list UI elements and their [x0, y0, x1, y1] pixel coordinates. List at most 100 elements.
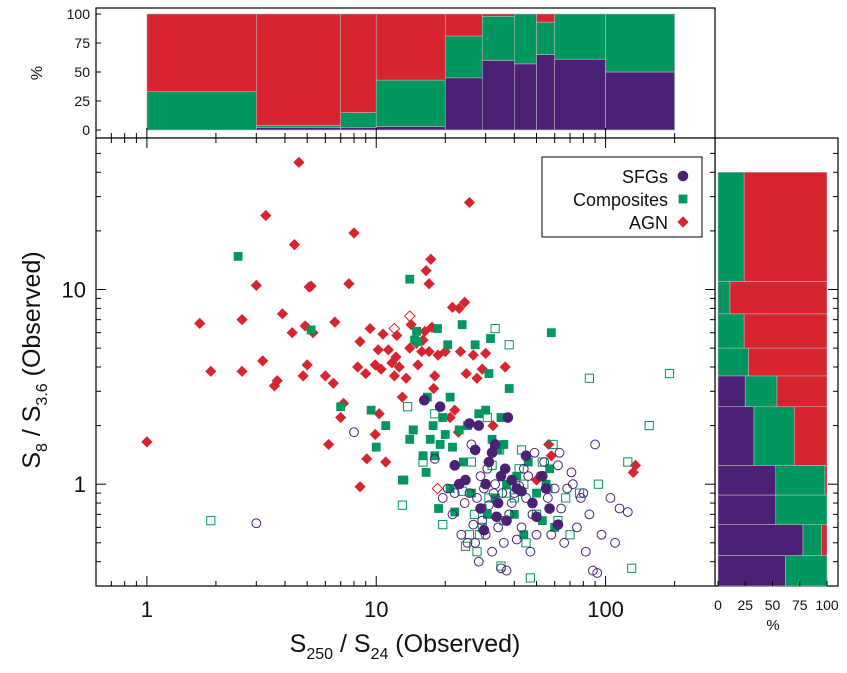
sfgs-point: [470, 537, 481, 548]
agn-point: [459, 296, 471, 308]
right-hist-bar-5-agn: [776, 375, 828, 408]
agn-point: [412, 359, 424, 371]
agn-point: [453, 302, 465, 314]
sfgs-point: [511, 534, 522, 545]
composites-point: [546, 328, 556, 338]
sfgs-point: [521, 493, 531, 503]
composites-point: [448, 442, 457, 452]
top-hist-ytick-label: 100: [67, 6, 91, 22]
legend-marker-sfgs: [677, 170, 689, 182]
agn-point: [377, 328, 389, 340]
top-hist-bar-6-sfgs: [514, 63, 537, 131]
composites-point: [445, 484, 455, 493]
sfgs-point: [622, 507, 633, 517]
composites-point: [371, 442, 381, 452]
composites-point: [627, 563, 637, 573]
y-axis-title: S8 / S3.6 (Observed): [18, 251, 51, 468]
agn-point: [416, 345, 428, 358]
agn-point: [487, 419, 499, 432]
composites-point: [206, 516, 216, 526]
agn-point: [429, 370, 441, 382]
agn-point: [369, 428, 381, 441]
composites-point: [366, 405, 376, 415]
right-hist-xtick-label: 100: [815, 597, 839, 613]
series-sfgs-open: [251, 427, 633, 578]
sfgs-point: [518, 463, 529, 474]
composites-point: [450, 507, 460, 517]
composites-point: [623, 457, 633, 467]
series-composites-filled: [233, 251, 560, 540]
composites-point: [454, 425, 464, 435]
sfgs-point: [447, 509, 458, 520]
legend-label-agn: AGN: [629, 213, 668, 233]
sfgs-point: [610, 537, 620, 548]
right-hist-bar-8-agn: [729, 281, 828, 315]
sfgs-point: [459, 498, 470, 508]
right-hist-bar-2-composites: [775, 494, 828, 525]
composites-point: [418, 457, 428, 467]
agn-point: [360, 367, 372, 380]
agn-point: [393, 361, 405, 373]
sfgs-point: [549, 483, 560, 494]
composites-point: [434, 504, 443, 513]
composites-point: [425, 434, 435, 444]
sfgs-point: [553, 460, 563, 471]
sfgs-point: [460, 474, 471, 486]
sfgs-point: [464, 488, 475, 499]
sfgs-point: [552, 519, 564, 530]
composites-point: [466, 488, 476, 498]
sfgs-point: [468, 519, 479, 530]
sfgs-point: [490, 479, 501, 490]
agn-point: [329, 316, 341, 328]
agn-point: [293, 156, 305, 168]
composites-point: [487, 434, 497, 444]
agn-point: [205, 365, 217, 377]
agn-point: [354, 481, 366, 493]
legend-box: [541, 156, 703, 238]
right-hist-bar-6-agn: [748, 347, 828, 377]
agn-point: [380, 456, 392, 468]
agn-point: [364, 322, 376, 335]
sfgs-point: [506, 474, 518, 486]
right-hist-bar-5-sfgs: [717, 375, 746, 408]
sfgs-point: [492, 497, 504, 509]
agn-point: [369, 359, 381, 371]
right-hist-bar-9-composites: [717, 171, 745, 282]
composites-point: [438, 413, 448, 422]
composites-point: [412, 326, 422, 336]
sfgs-point: [592, 568, 603, 578]
agn-point: [352, 361, 364, 373]
top-hist-bar-7-agn: [536, 13, 555, 23]
sfgs-point: [489, 439, 501, 450]
composites-point: [418, 451, 428, 461]
legend-label-sfgs: SFGs: [622, 167, 668, 187]
series-sfgs-filled: [418, 394, 564, 536]
sfgs-point: [504, 509, 515, 520]
composites-point: [306, 325, 316, 335]
composites-point: [561, 493, 571, 503]
agn-point: [194, 317, 206, 329]
composites-point: [233, 251, 243, 261]
composites-point: [482, 509, 492, 519]
right-hist-bar-3-agn: [824, 465, 828, 496]
composites-point: [408, 425, 418, 435]
composites-point: [521, 538, 531, 548]
sfgs-point: [462, 537, 473, 548]
sfgs-point: [475, 471, 486, 482]
composites-point: [445, 392, 455, 402]
agn-point: [343, 278, 355, 290]
agn-point: [268, 380, 281, 392]
composites-point: [565, 530, 575, 540]
composites-point: [381, 421, 391, 430]
sfgs-point: [418, 394, 430, 406]
right-hist-bar-3-sfgs: [717, 465, 777, 496]
sfgs-point: [590, 439, 600, 450]
agn-point: [467, 349, 479, 361]
top-hist-bar-5-agn: [481, 13, 515, 17]
composites-point: [584, 373, 594, 383]
agn-point: [431, 482, 444, 495]
right-hist-bar-1-sfgs: [717, 524, 804, 556]
sfgs-point: [502, 412, 514, 423]
composites-point: [470, 340, 480, 350]
sfgs-point: [501, 565, 512, 576]
